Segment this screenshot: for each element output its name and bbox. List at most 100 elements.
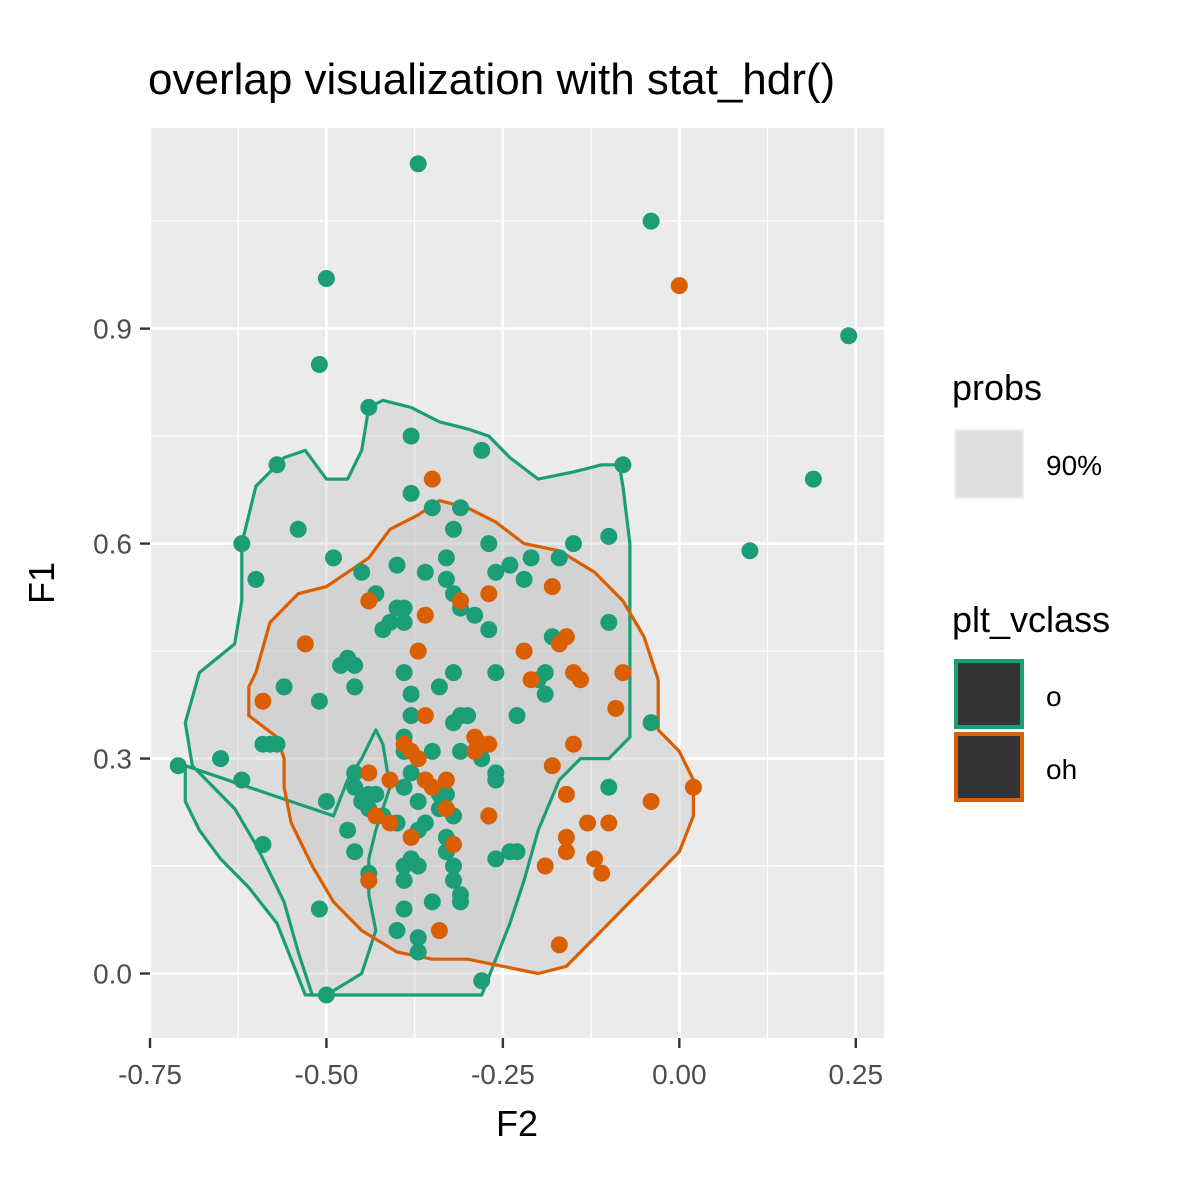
point-o bbox=[409, 929, 427, 947]
point-o bbox=[289, 520, 307, 538]
point-o bbox=[423, 742, 441, 760]
point-o bbox=[346, 656, 364, 674]
point-o bbox=[452, 499, 469, 517]
y-tick-label: 0.3 bbox=[93, 744, 132, 775]
point-oh bbox=[600, 814, 618, 832]
point-oh bbox=[557, 785, 575, 803]
point-o bbox=[445, 664, 462, 682]
point-o bbox=[310, 692, 328, 710]
scatter-points bbox=[169, 155, 858, 1004]
point-oh bbox=[409, 750, 427, 768]
point-oh bbox=[430, 922, 448, 939]
x-tick-label: 0.25 bbox=[829, 1059, 884, 1090]
point-o bbox=[600, 613, 618, 631]
point-o bbox=[233, 771, 251, 789]
point-o bbox=[317, 793, 335, 810]
point-o bbox=[473, 441, 491, 459]
point-o bbox=[840, 327, 858, 345]
y-axis-title: F1 bbox=[21, 562, 62, 604]
point-o bbox=[310, 356, 328, 373]
point-o bbox=[536, 685, 554, 703]
legend-class-title: plt_vclass bbox=[952, 599, 1110, 640]
point-oh bbox=[557, 843, 575, 861]
legend-probs-label: 90% bbox=[1046, 450, 1102, 481]
major-gridlines bbox=[148, 128, 884, 1038]
point-o bbox=[409, 793, 427, 810]
point-o bbox=[642, 714, 660, 732]
point-oh bbox=[522, 671, 540, 689]
point-o bbox=[501, 556, 519, 574]
point-o bbox=[423, 499, 441, 517]
point-o bbox=[346, 843, 364, 861]
point-o bbox=[487, 563, 505, 581]
point-o bbox=[353, 563, 371, 581]
point-o bbox=[310, 900, 328, 918]
point-oh bbox=[437, 771, 455, 789]
point-oh bbox=[360, 764, 378, 782]
point-o bbox=[395, 613, 413, 631]
point-oh bbox=[445, 836, 462, 853]
y-tick-label: 0.0 bbox=[93, 959, 132, 990]
point-oh bbox=[437, 800, 455, 818]
point-o bbox=[522, 549, 540, 567]
point-o bbox=[346, 778, 364, 796]
point-oh bbox=[423, 470, 441, 488]
point-o bbox=[437, 549, 455, 567]
point-oh bbox=[416, 606, 434, 624]
point-o bbox=[395, 664, 413, 682]
point-o bbox=[600, 778, 618, 796]
point-o bbox=[360, 785, 378, 803]
legend-class-label-o: o bbox=[1046, 681, 1062, 712]
point-oh bbox=[614, 664, 632, 682]
point-o bbox=[550, 549, 568, 567]
point-o bbox=[402, 484, 420, 502]
legend-class-label-oh: oh bbox=[1046, 754, 1077, 785]
point-oh bbox=[360, 871, 378, 889]
point-o bbox=[487, 850, 505, 868]
point-oh bbox=[381, 814, 399, 832]
point-oh bbox=[296, 635, 314, 653]
point-o bbox=[600, 527, 618, 545]
point-o bbox=[430, 678, 448, 696]
x-axis-title: F2 bbox=[496, 1103, 538, 1144]
point-oh bbox=[670, 277, 688, 295]
x-axis: -0.75 -0.50 -0.25 0.00 0.25 bbox=[118, 1038, 883, 1090]
point-o bbox=[480, 535, 498, 553]
point-o bbox=[459, 707, 477, 725]
point-o bbox=[423, 893, 441, 911]
point-oh bbox=[550, 936, 568, 954]
point-o bbox=[212, 750, 230, 768]
point-o bbox=[402, 685, 420, 703]
point-o bbox=[508, 707, 526, 725]
point-o bbox=[247, 570, 265, 588]
point-o bbox=[402, 707, 420, 725]
point-oh bbox=[452, 592, 469, 610]
legend: probs 90% plt_vclass o oh bbox=[952, 367, 1110, 802]
point-o bbox=[346, 678, 364, 696]
point-oh bbox=[543, 578, 561, 596]
point-oh bbox=[586, 850, 604, 868]
point-oh bbox=[402, 828, 420, 846]
point-o bbox=[360, 398, 378, 416]
point-o bbox=[388, 556, 406, 574]
point-o bbox=[268, 735, 286, 753]
point-oh bbox=[593, 864, 611, 882]
point-oh bbox=[480, 735, 498, 753]
point-o bbox=[487, 664, 505, 682]
point-oh bbox=[684, 778, 702, 796]
point-o bbox=[487, 771, 505, 789]
point-o bbox=[395, 900, 413, 918]
point-oh bbox=[550, 635, 568, 653]
legend-probs-title: probs bbox=[952, 367, 1042, 408]
chart-title: overlap visualization with stat_hdr() bbox=[148, 55, 835, 104]
point-o bbox=[445, 871, 462, 889]
point-o bbox=[374, 621, 392, 639]
point-o bbox=[388, 922, 406, 939]
point-oh bbox=[480, 807, 498, 825]
legend-class-key-o bbox=[954, 659, 1024, 729]
point-o bbox=[515, 570, 533, 588]
point-o bbox=[402, 427, 420, 445]
point-oh bbox=[466, 742, 484, 760]
point-o bbox=[275, 678, 293, 696]
